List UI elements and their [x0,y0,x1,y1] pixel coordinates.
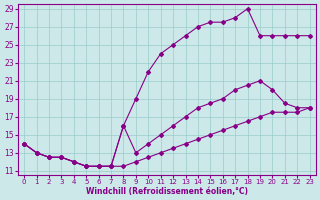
X-axis label: Windchill (Refroidissement éolien,°C): Windchill (Refroidissement éolien,°C) [86,187,248,196]
